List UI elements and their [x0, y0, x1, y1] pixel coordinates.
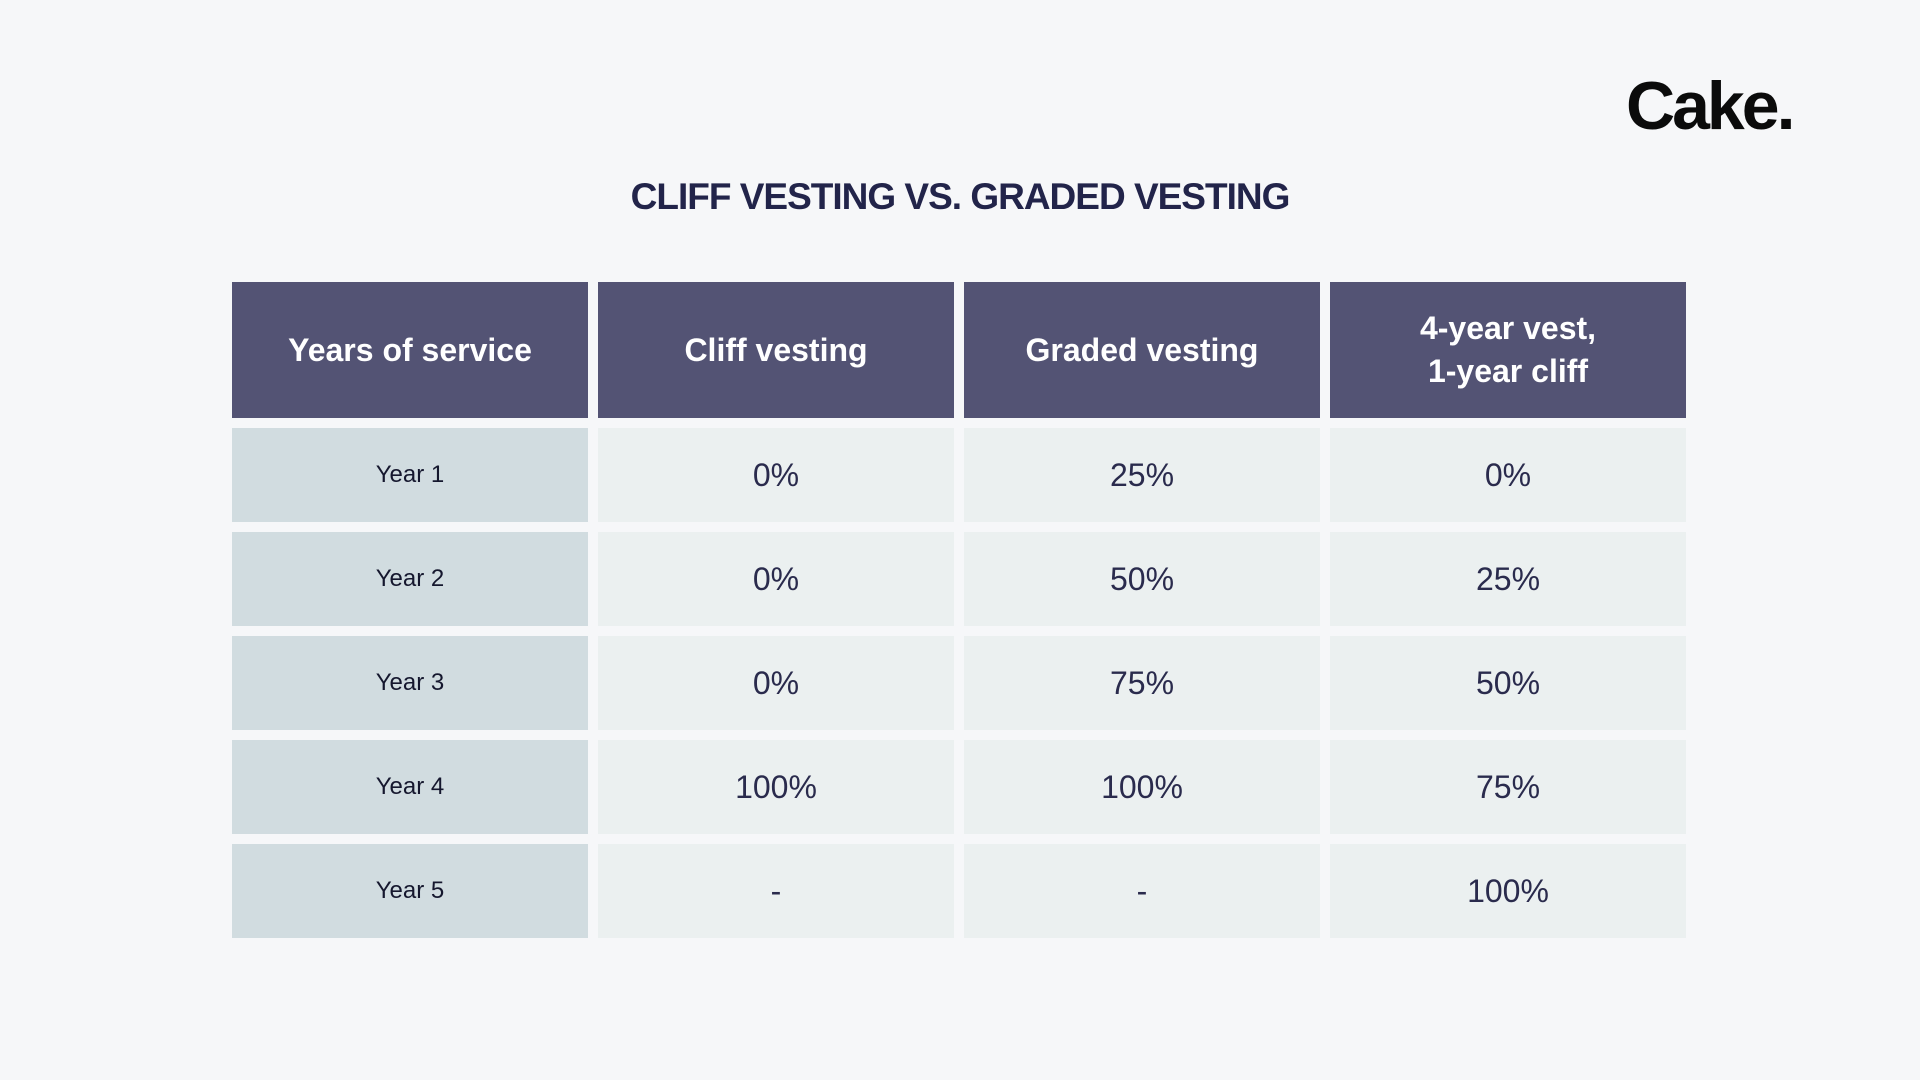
- row-label: Year 3: [232, 636, 588, 730]
- cake-logo: Cake.: [1626, 68, 1795, 144]
- row-label: Year 5: [232, 844, 588, 938]
- four-year-value: 100%: [1330, 844, 1686, 938]
- four-year-value: 25%: [1330, 532, 1686, 626]
- four-year-value: 0%: [1330, 428, 1686, 522]
- cliff-value: 100%: [598, 740, 954, 834]
- four-year-value: 75%: [1330, 740, 1686, 834]
- cliff-value: 0%: [598, 428, 954, 522]
- page-title: CLIFF VESTING VS. GRADED VESTING: [630, 176, 1291, 217]
- cliff-value: 0%: [598, 636, 954, 730]
- header-years-of-service: Years of service: [232, 282, 588, 418]
- header-cliff-vesting: Cliff vesting: [598, 282, 954, 418]
- graded-value: 25%: [964, 428, 1320, 522]
- row-label: Year 4: [232, 740, 588, 834]
- graded-value: 50%: [964, 532, 1320, 626]
- row-label: Year 1: [232, 428, 588, 522]
- four-year-value: 50%: [1330, 636, 1686, 730]
- header-graded-vesting: Graded vesting: [964, 282, 1320, 418]
- header-four-year-vest: 4-year vest, 1-year cliff: [1330, 282, 1686, 418]
- row-label: Year 2: [232, 532, 588, 626]
- graded-value: 75%: [964, 636, 1320, 730]
- graded-value: 100%: [964, 740, 1320, 834]
- graded-value: -: [964, 844, 1320, 938]
- cliff-value: -: [598, 844, 954, 938]
- cliff-value: 0%: [598, 532, 954, 626]
- vesting-table: Years of service Cliff vesting Graded ve…: [232, 282, 1688, 938]
